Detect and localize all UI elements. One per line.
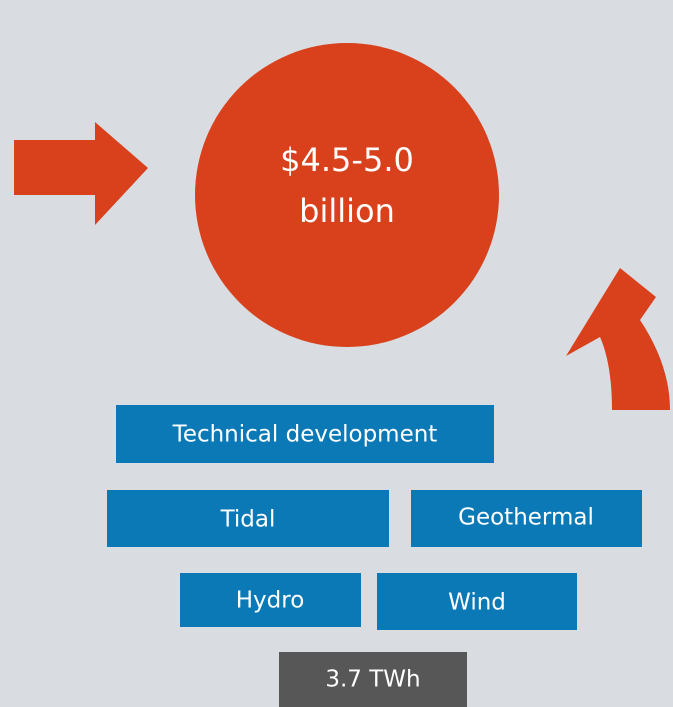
box-label: Technical development xyxy=(172,422,438,448)
box xyxy=(377,573,577,630)
box xyxy=(411,490,642,547)
box-label: Hydro xyxy=(236,588,305,614)
left-arrow xyxy=(14,122,148,225)
box-label: Tidal xyxy=(220,507,276,533)
box xyxy=(107,490,389,547)
center-amount: $4.5-5.0 xyxy=(280,141,414,179)
box xyxy=(180,573,361,627)
curved-arrow xyxy=(566,268,670,410)
box-label: Wind xyxy=(448,590,506,616)
center-unit: billion xyxy=(299,192,395,230)
center-circle xyxy=(195,43,499,347)
footer-label: 3.7 TWh xyxy=(325,667,420,693)
box-label: Geothermal xyxy=(458,505,594,531)
footer-box xyxy=(279,652,467,707)
box xyxy=(116,405,494,463)
